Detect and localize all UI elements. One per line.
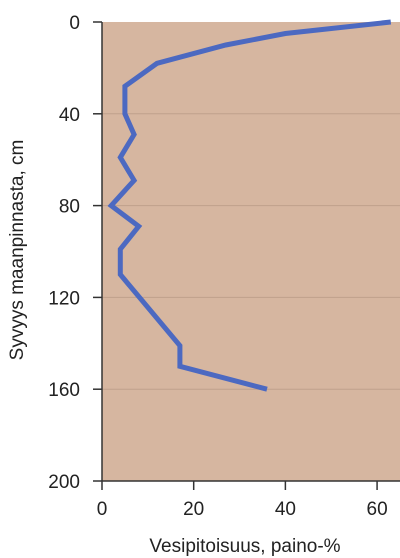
ticks: 0 40 80 120 160 200 0 20 40 60 <box>48 13 387 520</box>
x-tick-label: 20 <box>183 499 204 520</box>
y-tick-label: 160 <box>48 380 80 401</box>
series-layer <box>107 19 392 392</box>
y-tick-label: 200 <box>48 472 80 493</box>
plot-background <box>102 22 400 481</box>
x-tick-label: 60 <box>367 499 388 520</box>
x-tick-label: 40 <box>275 499 296 520</box>
series-line <box>107 19 392 392</box>
y-tick-label: 80 <box>59 197 80 218</box>
x-axis-title: Vesipitoisuus, paino-% <box>149 536 340 557</box>
y-tick-label: 0 <box>69 13 80 34</box>
axes <box>101 22 400 482</box>
y-tick-label: 120 <box>48 288 80 309</box>
x-tick-label: 0 <box>97 499 108 520</box>
y-tick-label: 40 <box>59 105 80 126</box>
grid-lines <box>102 113 400 390</box>
y-axis-title: Syvyys maanpinnasta, cm <box>7 140 28 361</box>
